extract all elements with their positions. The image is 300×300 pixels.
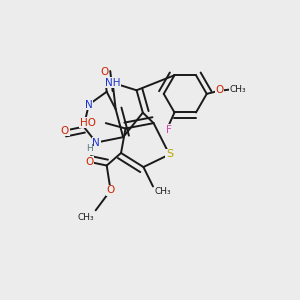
Text: O: O	[100, 67, 108, 77]
Text: CH₃: CH₃	[154, 187, 171, 196]
Text: CH₃: CH₃	[230, 85, 246, 94]
Text: NH: NH	[105, 78, 120, 88]
Text: O: O	[215, 85, 224, 95]
Text: H: H	[86, 144, 93, 153]
Text: S: S	[166, 149, 173, 160]
Text: N: N	[85, 100, 93, 110]
Text: F: F	[166, 125, 172, 135]
Text: O: O	[106, 185, 115, 195]
Text: N: N	[92, 137, 100, 148]
Text: CH₃: CH₃	[77, 213, 94, 222]
Text: O: O	[85, 157, 94, 167]
Text: O: O	[61, 126, 69, 136]
Text: HO: HO	[80, 118, 96, 128]
